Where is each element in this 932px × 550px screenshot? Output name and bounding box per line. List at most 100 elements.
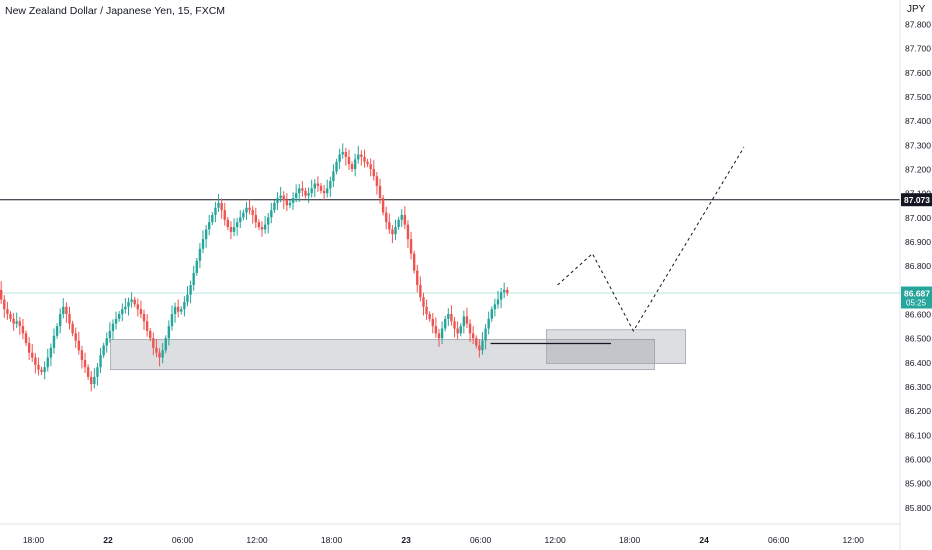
candle[interactable]	[0, 281, 3, 304]
candle[interactable]	[282, 191, 285, 210]
candle[interactable]	[74, 327, 77, 348]
candle[interactable]	[369, 158, 372, 177]
candle[interactable]	[412, 250, 416, 274]
candle[interactable]	[397, 216, 400, 230]
candle[interactable]	[136, 298, 140, 317]
candle[interactable]	[229, 221, 233, 240]
candle[interactable]	[459, 323, 462, 337]
candle[interactable]	[18, 316, 22, 335]
candle[interactable]	[176, 299, 180, 318]
candle[interactable]	[363, 149, 366, 168]
candle[interactable]	[80, 345, 84, 369]
candle[interactable]	[235, 217, 239, 236]
candle[interactable]	[27, 337, 31, 360]
candle[interactable]	[419, 276, 422, 302]
candle[interactable]	[347, 149, 351, 170]
candle[interactable]	[173, 302, 177, 323]
candle[interactable]	[133, 296, 136, 308]
candle[interactable]	[267, 213, 270, 234]
candle[interactable]	[490, 306, 493, 322]
candle[interactable]	[437, 329, 441, 347]
candle[interactable]	[55, 323, 59, 339]
candle[interactable]	[431, 313, 434, 334]
candle[interactable]	[316, 176, 320, 192]
candle[interactable]	[487, 311, 490, 335]
candle[interactable]	[248, 198, 251, 215]
candle[interactable]	[46, 348, 49, 372]
candle[interactable]	[493, 298, 497, 317]
candle[interactable]	[155, 339, 158, 358]
candle[interactable]	[381, 195, 385, 216]
candle[interactable]	[279, 186, 282, 203]
candle[interactable]	[211, 212, 214, 226]
candle[interactable]	[102, 342, 105, 359]
candle[interactable]	[15, 312, 18, 329]
candle[interactable]	[121, 303, 124, 322]
candle[interactable]	[90, 371, 93, 392]
candle[interactable]	[192, 265, 195, 291]
candle[interactable]	[52, 328, 56, 354]
candle[interactable]	[217, 194, 220, 213]
candle[interactable]	[189, 280, 192, 304]
candle[interactable]	[332, 164, 335, 187]
candle[interactable]	[263, 215, 267, 234]
candle[interactable]	[403, 206, 407, 229]
candle[interactable]	[40, 366, 43, 375]
candle[interactable]	[338, 148, 341, 170]
candle[interactable]	[117, 311, 121, 322]
projection-path[interactable]	[557, 147, 745, 333]
candle[interactable]	[400, 209, 403, 228]
candle[interactable]	[3, 295, 6, 318]
candle[interactable]	[195, 257, 199, 276]
candle[interactable]	[357, 145, 360, 164]
candle[interactable]	[245, 201, 248, 220]
candle[interactable]	[453, 316, 456, 338]
candle[interactable]	[444, 315, 447, 332]
candle[interactable]	[499, 287, 503, 309]
candle[interactable]	[124, 298, 127, 314]
candle[interactable]	[388, 213, 391, 234]
candle[interactable]	[319, 183, 323, 194]
candle[interactable]	[251, 205, 254, 224]
candle[interactable]	[105, 332, 108, 353]
candle[interactable]	[273, 199, 276, 214]
candle[interactable]	[58, 308, 62, 334]
candle[interactable]	[183, 296, 186, 317]
candle[interactable]	[304, 187, 307, 199]
candle[interactable]	[391, 225, 394, 243]
candle[interactable]	[71, 320, 74, 337]
candle[interactable]	[406, 220, 410, 248]
candle[interactable]	[214, 201, 217, 223]
support-zone-rect[interactable]	[546, 329, 686, 364]
candle[interactable]	[276, 192, 279, 211]
candle[interactable]	[149, 328, 152, 342]
candle[interactable]	[301, 181, 304, 197]
candle[interactable]	[335, 158, 338, 175]
candle[interactable]	[322, 184, 326, 201]
candle[interactable]	[9, 311, 12, 322]
candle[interactable]	[142, 309, 146, 330]
candle[interactable]	[260, 221, 264, 237]
candle[interactable]	[344, 147, 348, 166]
candle[interactable]	[484, 324, 487, 350]
candle[interactable]	[481, 331, 484, 355]
candle[interactable]	[506, 286, 509, 296]
candle[interactable]	[326, 179, 329, 198]
candle[interactable]	[37, 357, 40, 376]
candle[interactable]	[375, 171, 379, 195]
candle[interactable]	[270, 202, 273, 224]
candle[interactable]	[180, 306, 183, 315]
candle[interactable]	[478, 339, 481, 358]
candle[interactable]	[99, 347, 102, 374]
candle[interactable]	[167, 320, 171, 346]
candle[interactable]	[170, 305, 174, 331]
candle[interactable]	[223, 202, 226, 226]
candle[interactable]	[372, 160, 375, 181]
candle[interactable]	[456, 321, 459, 340]
candle[interactable]	[422, 292, 425, 316]
candle[interactable]	[6, 301, 9, 320]
candle[interactable]	[291, 192, 295, 211]
candle[interactable]	[366, 158, 369, 168]
